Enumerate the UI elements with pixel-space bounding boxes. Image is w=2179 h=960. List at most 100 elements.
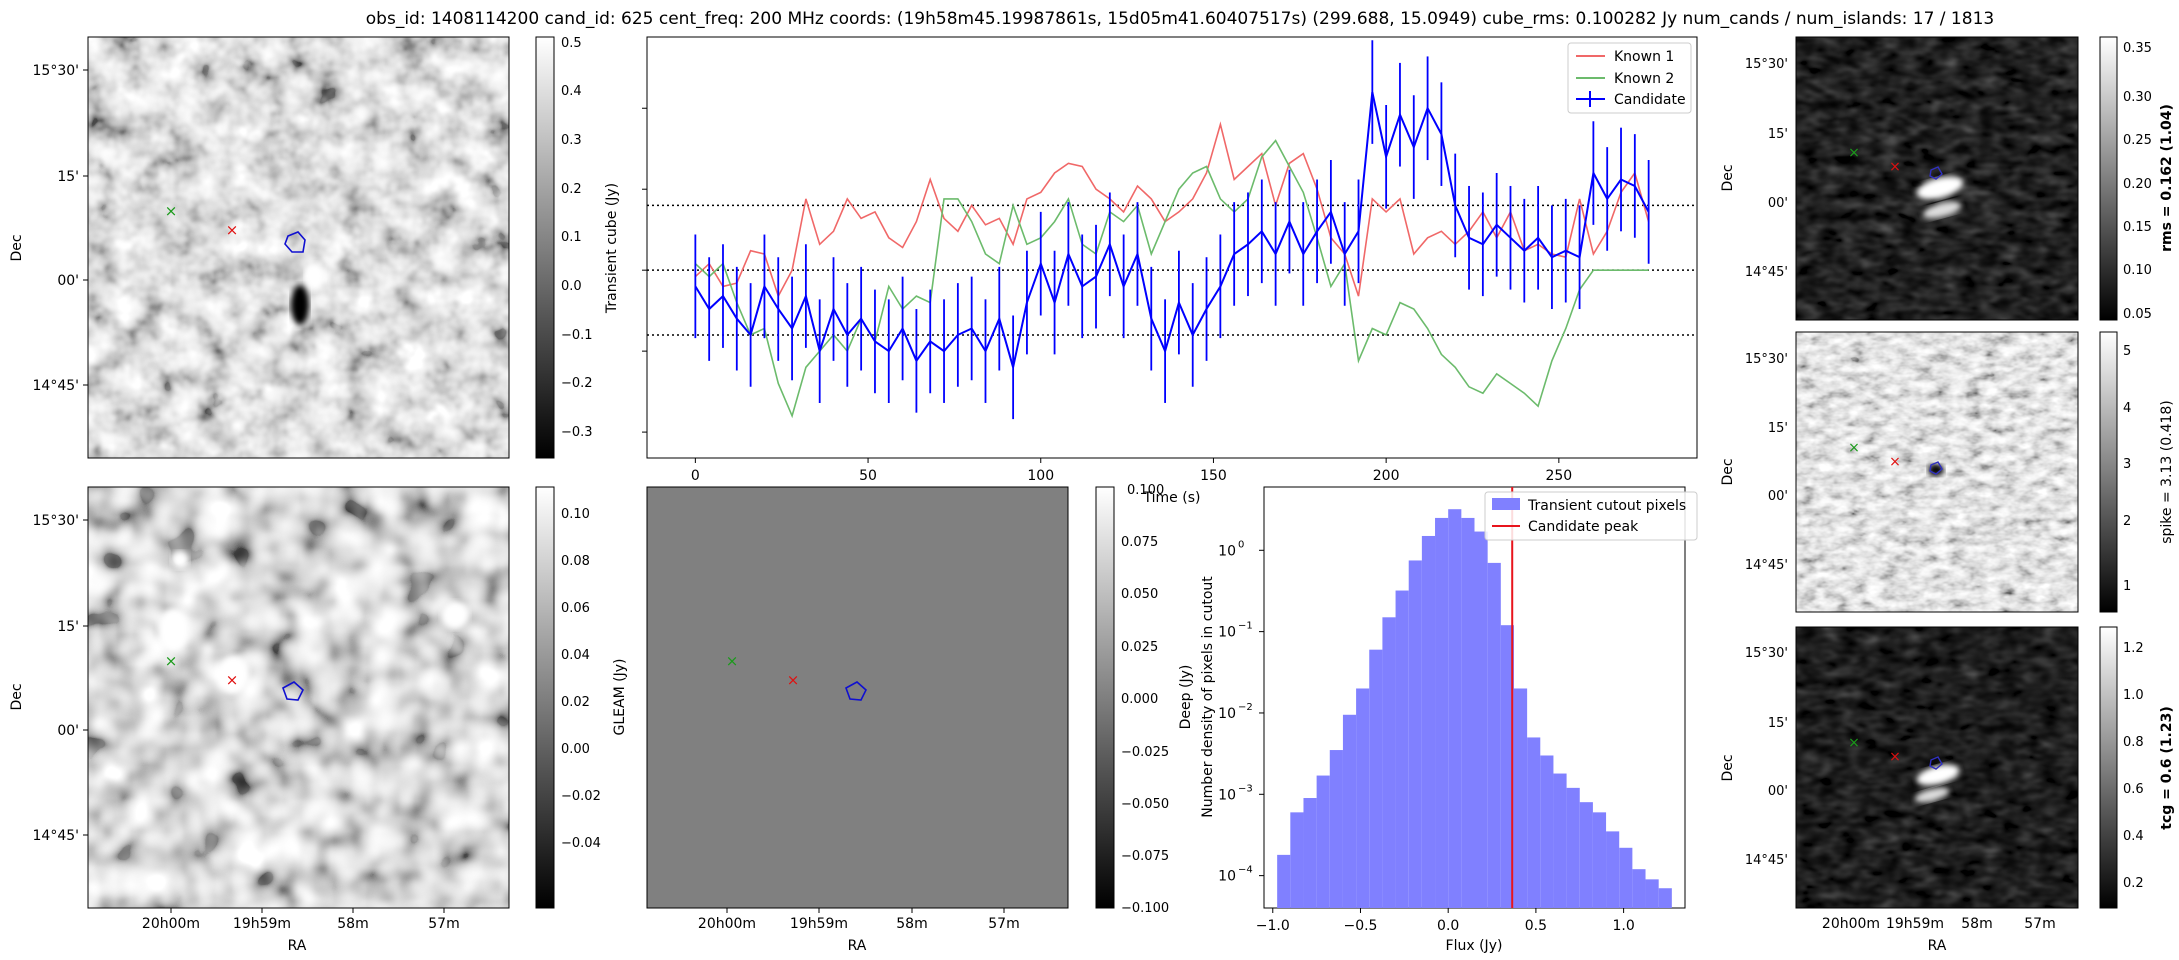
cbar-tick: 0.075 [1121, 535, 1158, 550]
known2-marker: × [1848, 735, 1860, 751]
y-tick-label: 10 [1218, 625, 1236, 641]
x-axis-label: Time (s) [1143, 490, 1201, 506]
ytick: 15°30' [1745, 646, 1788, 661]
known1-marker: × [226, 671, 239, 689]
histogram-legend: Transient cutout pixels Candidate peak [1484, 491, 1698, 541]
xtick: 58m [337, 916, 368, 932]
cbar-tick: 0.02 [561, 695, 590, 710]
ytick: 14°45' [1745, 558, 1788, 573]
cbar-tick: −0.3 [561, 425, 593, 440]
y-axis-label: Dec [1720, 458, 1736, 485]
xtick: 57m [428, 916, 459, 932]
histogram-bar [1500, 625, 1514, 908]
deep-source [158, 608, 190, 652]
histogram-bar [1632, 869, 1646, 908]
y-axis-label: Dec [9, 234, 25, 261]
xtick: 19h59m [233, 916, 291, 932]
ytick: 00' [1768, 196, 1788, 211]
histogram-bar [1303, 798, 1317, 908]
cbar-tick: 0.2 [561, 182, 582, 197]
lightcurve-legend: Known 1 Known 2 Candidate [1567, 42, 1692, 114]
x-tick-label: 0.5 [1525, 918, 1547, 934]
y-axis-label: Dec [1720, 164, 1736, 191]
known2-marker: × [165, 652, 178, 670]
histogram-bar [1527, 737, 1541, 908]
series-line-known-1 [694, 121, 1650, 299]
legend-label: Candidate peak [1528, 519, 1639, 535]
known2-marker: × [726, 652, 739, 670]
known2-marker: × [165, 202, 178, 220]
histogram-bar [1408, 560, 1422, 908]
cbar-tick: 1 [2123, 579, 2131, 594]
histogram-bar [1395, 590, 1409, 908]
cbar-tick: 3 [2123, 457, 2131, 472]
ytick: 15°30' [1745, 352, 1788, 367]
ytick: 15°30' [33, 513, 79, 529]
histogram-bar [1435, 517, 1449, 908]
x-axis-label: Flux (Jy) [1446, 938, 1503, 954]
known1-marker: × [787, 671, 800, 689]
lightcurve-series [694, 40, 1650, 420]
cbar-tick: 0.050 [1121, 587, 1158, 602]
histogram-bar [1329, 750, 1343, 908]
cbar-tick: 0.35 [2123, 41, 2152, 56]
xtick: 58m [1961, 916, 1992, 932]
legend-label: Known 2 [1614, 71, 1674, 87]
x-tick-label: −0.5 [1343, 918, 1377, 934]
known1-marker: × [1889, 454, 1901, 470]
ytick: 14°45' [1745, 265, 1788, 280]
histogram-bar [1645, 879, 1659, 908]
histogram-bar [1487, 562, 1501, 908]
gleam-panel: × × 20h00m 19h59m 58m 57m RA 0.100 0.075… [612, 483, 1169, 954]
cbar-tick: −0.025 [1121, 745, 1169, 760]
ytick: 14°45' [33, 378, 79, 394]
cbar-tick: 0.08 [561, 554, 590, 569]
cbar-tick: −0.075 [1121, 849, 1169, 864]
x-tick-label: 0.0 [1437, 918, 1459, 934]
cbar-tick: 1.0 [2123, 688, 2144, 703]
cbar-tick: −0.050 [1121, 797, 1169, 812]
cbar-tick: −0.100 [1121, 901, 1169, 916]
cbar-label: tcg = 0.6 (1.23) [2159, 706, 2175, 830]
cbar-tick: −0.1 [561, 328, 593, 343]
tcg-bright-streak [1916, 764, 1960, 786]
x-tick-label: 150 [1200, 468, 1227, 484]
deep-panel: × × 15°30' 15' 00' 14°45' Dec 20h00m 19h… [9, 486, 510, 954]
histogram-bar [1566, 787, 1580, 908]
ytick: 15' [57, 169, 79, 185]
cbar-tick: 0.3 [561, 133, 582, 148]
ytick: 15°30' [33, 63, 79, 79]
candidate-contour [845, 681, 867, 701]
histogram-bar [1369, 649, 1383, 908]
legend-label: Known 1 [1614, 49, 1674, 65]
histogram-bar [1658, 888, 1672, 908]
cbar-tick: 0.5 [561, 36, 582, 51]
x-axis-label: RA [848, 938, 867, 954]
cbar-tick: −0.02 [561, 789, 601, 804]
cbar-tick: 5 [2123, 344, 2131, 359]
cbar-tick: 0.4 [561, 84, 582, 99]
transient-bright-spot [305, 263, 325, 291]
cbar-tick: 0.8 [2123, 735, 2144, 750]
xtick: 57m [2024, 916, 2055, 932]
xtick: 58m [896, 916, 927, 932]
cbar-tick: 0.10 [561, 507, 590, 522]
figure-title: obs_id: 1408114200 cand_id: 625 cent_fre… [366, 9, 1994, 29]
x-axis-label: RA [288, 938, 307, 954]
histogram-bars [1277, 487, 1672, 908]
x-axis-label: RA [1928, 938, 1947, 954]
transient-ytick-labels: 15°30' 15' 00' 14°45' [33, 63, 79, 394]
transient-colorbar: 0.5 0.4 0.3 0.2 0.1 0.0 −0.1 −0.2 −0.3 T… [535, 36, 620, 459]
gleam-image [646, 486, 1069, 909]
cbar-tick: 0.100 [1127, 483, 1164, 498]
candidate-contour [1929, 461, 1943, 475]
series-line-candidate [694, 91, 1650, 368]
lightcurve-panel: 0 50 100 150 200 250 Known 1 Known 2 Candidat… [642, 36, 1698, 506]
y-tick-exponent: −2 [1238, 702, 1253, 713]
histogram-bar [1342, 714, 1357, 908]
cbar-tick: 4 [2123, 401, 2131, 416]
x-tick-label: 1.0 [1612, 918, 1634, 934]
ytick: 15' [1768, 421, 1788, 436]
xtick: 19h59m [1886, 916, 1944, 932]
cbar-tick: 0.00 [561, 742, 590, 757]
